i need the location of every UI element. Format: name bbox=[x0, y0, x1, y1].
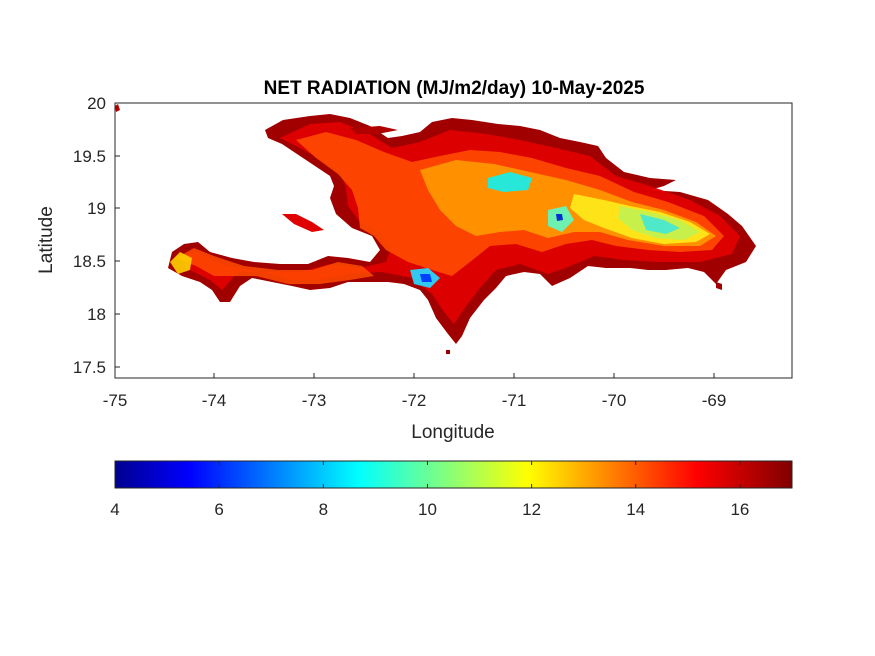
y-tick-label: 19.5 bbox=[73, 147, 106, 166]
colorbar-tick-label: 6 bbox=[214, 500, 223, 519]
colorbar-tick-label: 16 bbox=[730, 500, 749, 519]
colorbar: 4 6 8 10 12 14 16 bbox=[110, 460, 793, 519]
island-gonave bbox=[282, 214, 324, 232]
zone-yellow-west bbox=[170, 252, 192, 274]
zone-cyan-north bbox=[488, 172, 532, 192]
x-tick-label: -72 bbox=[402, 391, 427, 410]
corner-speck bbox=[115, 104, 120, 112]
y-tick-label: 18.5 bbox=[73, 252, 106, 271]
x-axis-label: Longitude bbox=[411, 422, 494, 443]
zone-blue-spot-2 bbox=[556, 214, 563, 221]
zone-blue-spot bbox=[420, 274, 432, 282]
x-tick-label: -71 bbox=[502, 391, 527, 410]
y-tick-label: 18 bbox=[87, 305, 106, 324]
y-tick-label: 17.5 bbox=[73, 358, 106, 377]
y-tick-label: 19 bbox=[87, 199, 106, 218]
colorbar-tick-label: 8 bbox=[319, 500, 328, 519]
x-tick-label: -74 bbox=[202, 391, 227, 410]
zone-orange-red-south bbox=[176, 248, 374, 284]
colorbar-tick-label: 10 bbox=[418, 500, 437, 519]
x-tick-label: -70 bbox=[602, 391, 627, 410]
map-title: NET RADIATION (MJ/m2/day) 10-May-2025 bbox=[264, 78, 645, 99]
island-beata bbox=[446, 350, 450, 354]
island-tortuga bbox=[350, 126, 398, 134]
x-tick-label: -73 bbox=[302, 391, 327, 410]
island-saona bbox=[716, 282, 722, 290]
zone-cyan-east bbox=[640, 214, 680, 234]
x-axis: -75 -74 -73 -72 -71 -70 -69 Longitude bbox=[103, 373, 727, 443]
y-axis-label: Latitude bbox=[36, 206, 57, 274]
colorbar-tick-label: 4 bbox=[110, 500, 119, 519]
colorbar-tick-label: 14 bbox=[626, 500, 645, 519]
y-axis: 20 19.5 19 18.5 18 17.5 Latitude bbox=[36, 94, 120, 377]
x-tick-label: -69 bbox=[702, 391, 727, 410]
y-tick-label: 20 bbox=[87, 94, 106, 113]
x-tick-label: -75 bbox=[103, 391, 128, 410]
colorbar-tick-label: 12 bbox=[522, 500, 541, 519]
colorbar-gradient bbox=[114, 460, 793, 489]
heatmap-layer bbox=[115, 104, 756, 354]
colorbar-ticks: 4 6 8 10 12 14 16 bbox=[110, 461, 749, 519]
